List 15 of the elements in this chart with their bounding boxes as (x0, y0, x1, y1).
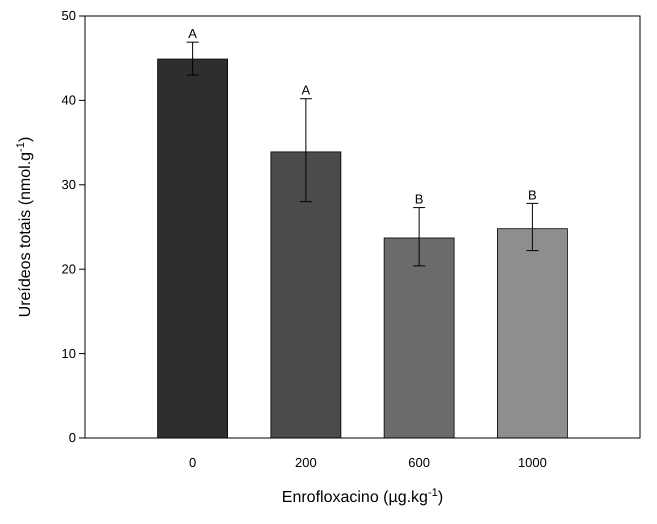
x-tick-label: 600 (408, 455, 430, 470)
annotation: A (302, 82, 311, 98)
x-tick-label: 0 (188, 455, 196, 470)
y-tick-label: 10 (62, 346, 76, 361)
x-tick-label: 1000 (518, 455, 547, 470)
annotation: B (528, 187, 537, 202)
y-tick-label: 0 (68, 430, 76, 446)
x-axis-title: Enrofloxacino (µg.kg$^{-1}$) (282, 487, 444, 506)
y-tick-label: 50 (62, 8, 76, 24)
annotation: A (188, 26, 198, 42)
y-tick-label: 30 (62, 176, 76, 192)
x-tick-label: 200 (295, 455, 317, 470)
annotation: B (414, 192, 424, 207)
y-tick-label: 20 (62, 261, 76, 276)
y-tick-label: 40 (62, 92, 76, 108)
